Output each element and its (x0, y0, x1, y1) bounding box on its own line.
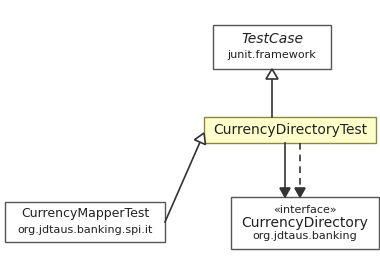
Text: TestCase: TestCase (241, 32, 303, 46)
Polygon shape (195, 133, 206, 145)
Polygon shape (280, 188, 290, 197)
Bar (5, 202, 165, 242)
Bar (231, 197, 379, 249)
Text: CurrencyDirectory: CurrencyDirectory (242, 216, 369, 230)
Polygon shape (266, 69, 278, 79)
Polygon shape (295, 188, 305, 197)
Bar (204, 117, 376, 143)
Bar (213, 25, 331, 69)
Text: «interface»: «interface» (273, 205, 337, 215)
Text: junit.framework: junit.framework (228, 50, 317, 60)
Text: org.jdtaus.banking.spi.it: org.jdtaus.banking.spi.it (17, 225, 153, 235)
Text: CurrencyDirectoryTest: CurrencyDirectoryTest (213, 123, 367, 137)
Text: org.jdtaus.banking: org.jdtaus.banking (253, 231, 357, 241)
Text: CurrencyMapperTest: CurrencyMapperTest (21, 207, 149, 220)
